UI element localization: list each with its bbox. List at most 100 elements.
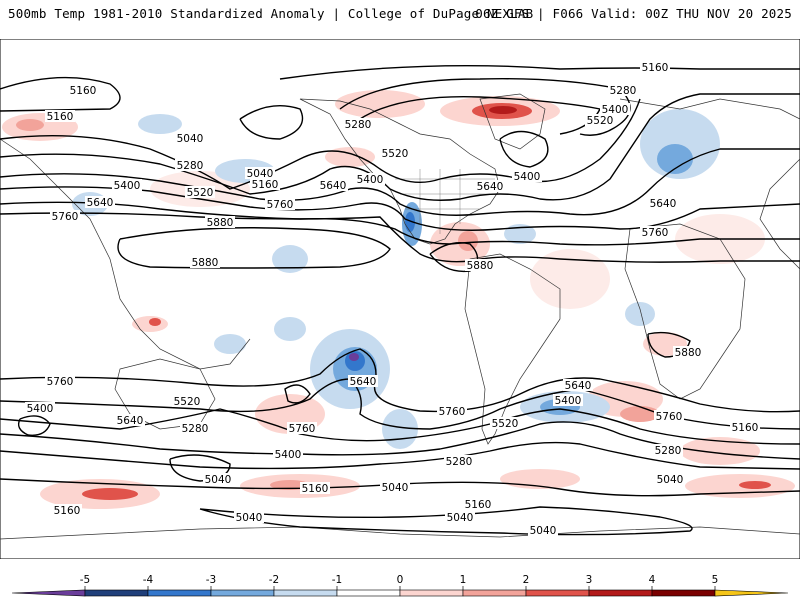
contour-label: 5520 (382, 148, 409, 160)
warm-anomaly-region (489, 106, 517, 114)
contour-label: 5280 (655, 445, 682, 457)
eurasia-coast (0, 98, 800, 370)
contour-label: 5760 (52, 211, 79, 223)
contour-label: 5160 (54, 505, 81, 517)
cold-anomaly-region (138, 114, 182, 134)
contour-5280-top (339, 78, 631, 136)
contour-label: 5520 (587, 115, 614, 127)
colorbar-label: 5 (712, 574, 719, 586)
contour-label: 5760 (289, 423, 316, 435)
colorbar-label: -4 (143, 574, 154, 586)
contour-label: 5400 (602, 104, 629, 116)
colorbar-swatches (11, 589, 789, 597)
contour-label: 5280 (610, 85, 637, 97)
colorbar-swatch (399, 589, 464, 597)
contour-label: 5280 (345, 119, 372, 131)
warm-anomaly-region (739, 481, 771, 489)
contour-label: 5160 (642, 62, 669, 74)
warm-anomaly-region (458, 231, 478, 251)
colorbar-labels: -5 -4 -3 -2 -1 0 1 2 3 4 5 (80, 574, 719, 590)
anomaly-colorbar: -5 -4 -3 -2 -1 0 1 2 3 4 5 (11, 574, 789, 597)
contour-label: 5400 (555, 395, 582, 407)
cold-anomaly-region (274, 317, 306, 341)
contour-label: 5760 (656, 411, 683, 423)
colorbar-swatch (588, 589, 653, 597)
contour-label: 5040 (447, 512, 474, 524)
contour-label: 5400 (514, 171, 541, 183)
contour-5760-band (0, 212, 800, 263)
contour-labels: 5160 5160 5160 5040 5280 5280 5280 5520 … (25, 61, 760, 537)
us-state-borders (395, 169, 495, 234)
colorbar-swatch (147, 589, 212, 597)
contour-label: 5160 (732, 422, 759, 434)
contour-label: 5280 (446, 456, 473, 468)
cold-anomaly-region (625, 302, 655, 326)
contour-label: 5880 (192, 257, 219, 269)
contour-5640-south (0, 378, 800, 430)
contour-label: 5280 (182, 423, 209, 435)
contour-label: 5640 (87, 197, 114, 209)
colorbar-swatch (11, 589, 86, 597)
colorbar-swatch (651, 589, 716, 597)
colorbar-label: -5 (80, 574, 90, 586)
map-title: 500mb Temp 1981-2010 Standardized Anomal… (8, 6, 534, 21)
contour-5880-north (117, 227, 391, 269)
warm-anomaly-region (16, 119, 44, 131)
contour-label: 5040 (530, 525, 557, 537)
contour-label: 5640 (117, 415, 144, 427)
colorbar-label: -1 (332, 574, 342, 586)
contour-label: 5040 (657, 474, 684, 486)
warm-anomaly-region (680, 437, 760, 465)
contour-label: 5040 (236, 512, 263, 524)
contour-5160-north (0, 76, 121, 112)
contour-label: 5400 (357, 174, 384, 186)
warm-anomaly-region (325, 147, 375, 167)
contour-label: 5040 (177, 133, 204, 145)
north-america-coast (299, 98, 501, 245)
model-run-info: 06Z GFS | F066 Valid: 00Z THU NOV 20 202… (475, 6, 792, 21)
cold-anomaly-region (349, 353, 359, 361)
anomaly-map: 5160 5160 5160 5040 5280 5280 5280 5520 … (0, 39, 800, 559)
cold-anomaly-region (657, 144, 693, 174)
contour-label: 5640 (650, 198, 677, 210)
contour-5040-loop-1 (239, 104, 304, 140)
colorbar-swatch (462, 589, 527, 597)
contour-label: 5880 (207, 217, 234, 229)
contour-label: 5400 (275, 449, 302, 461)
contour-loop-central-south (284, 384, 311, 404)
cold-anomaly-region (272, 245, 308, 273)
contour-label: 5520 (174, 396, 201, 408)
colorbar-swatch (210, 589, 275, 597)
colorbar-swatch (336, 589, 401, 597)
contour-5520-band (0, 186, 800, 231)
contour-label: 5880 (467, 260, 494, 272)
contour-5880-tropic (429, 242, 479, 273)
contour-label: 5160 (302, 483, 329, 495)
contour-5280-south (0, 441, 800, 470)
contour-5520-south (0, 408, 800, 445)
colorbar-label: 3 (586, 574, 593, 586)
colorbar-swatch (714, 589, 789, 597)
warm-anomaly-region (82, 488, 138, 500)
contour-label: 5640 (477, 181, 504, 193)
colorbar-label: 4 (649, 574, 656, 586)
contour-label: 5160 (252, 179, 279, 191)
warm-anomaly-region (335, 90, 425, 118)
colorbar-label: -2 (269, 574, 279, 586)
contour-5760-south (0, 348, 800, 413)
contour-5400-south (0, 421, 800, 460)
contour-label: 5760 (47, 376, 74, 388)
colorbar-swatch (273, 589, 338, 597)
contour-label: 5760 (439, 406, 466, 418)
antarctica-coast (0, 526, 800, 540)
contour-label: 5040 (247, 168, 274, 180)
contour-label: 5160 (47, 111, 74, 123)
contour-label: 5520 (187, 187, 214, 199)
contour-label: 5280 (177, 160, 204, 172)
contour-5640-band (0, 201, 800, 246)
contour-label: 5160 (465, 499, 492, 511)
contour-label: 5640 (350, 376, 377, 388)
colorbar-swatch (84, 589, 149, 597)
warm-anomaly-region (149, 318, 161, 326)
contour-label: 5040 (205, 474, 232, 486)
